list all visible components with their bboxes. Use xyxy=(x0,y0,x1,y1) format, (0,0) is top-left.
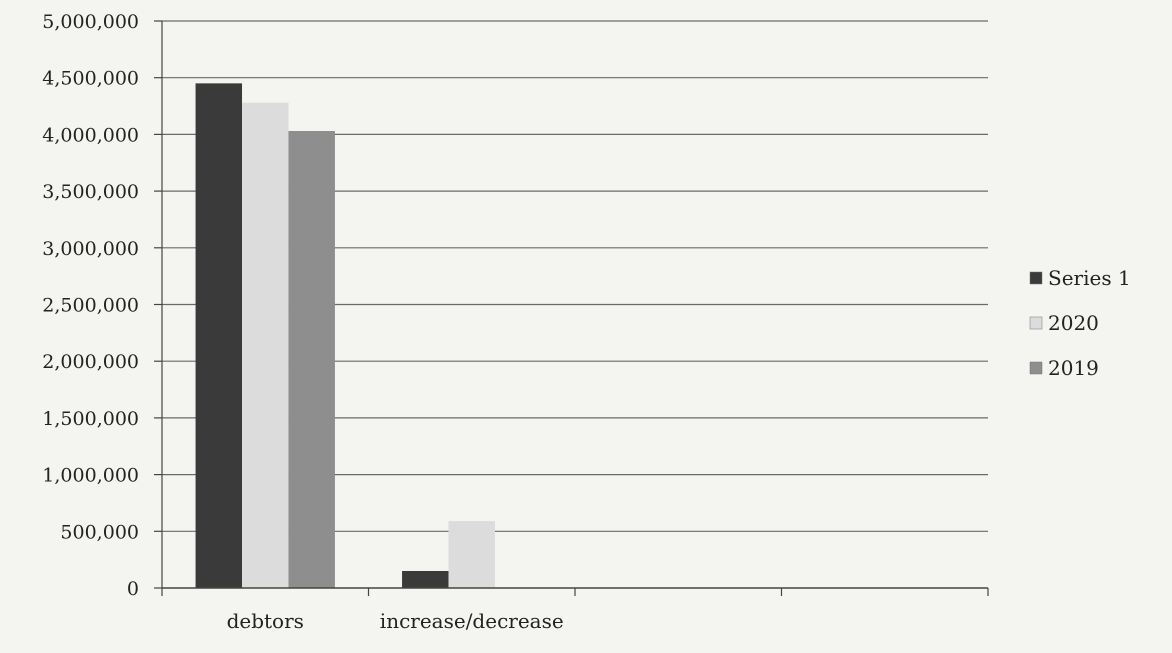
y-tick-label: 3,500,000 xyxy=(42,181,139,203)
axes: 0 500,000 1,000,000 1,500,000 2,000,000 2,500… xyxy=(42,11,989,633)
legend-label: 2020 xyxy=(1048,311,1099,335)
x-category-label: debtors xyxy=(227,609,304,633)
legend-swatch xyxy=(1029,316,1043,330)
bar-2020 xyxy=(448,521,495,588)
y-tick-label: 4,500,000 xyxy=(42,68,139,90)
legend-swatch xyxy=(1029,361,1043,375)
y-tick-label: 4,000,000 xyxy=(42,124,139,146)
y-tick-label: 1,500,000 xyxy=(42,408,139,430)
bar-series-1 xyxy=(195,83,243,589)
y-tick-label: 5,000,000 xyxy=(42,11,139,33)
bar-series-1 xyxy=(402,570,449,588)
legend-swatch xyxy=(1029,271,1043,285)
legend-label: Series 1 xyxy=(1048,266,1131,290)
bar-2019 xyxy=(288,130,335,589)
y-tick-label: 2,000,000 xyxy=(42,351,139,373)
y-tick-label: 3,000,000 xyxy=(42,238,139,260)
legend: Series 1 2020 2019 xyxy=(1029,266,1131,380)
bars xyxy=(195,83,495,589)
bar-2020 xyxy=(242,102,289,588)
y-tick-label: 1,000,000 xyxy=(42,465,139,487)
y-tick-label: 0 xyxy=(127,578,139,600)
y-tick-label: 2,500,000 xyxy=(42,295,139,317)
y-tick-label: 500,000 xyxy=(60,521,139,543)
x-category-label: increase/decrease xyxy=(380,609,564,633)
legend-label: 2019 xyxy=(1048,356,1099,380)
